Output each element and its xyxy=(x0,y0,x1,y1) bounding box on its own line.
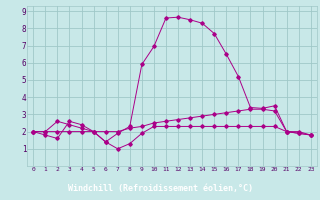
Text: Windchill (Refroidissement éolien,°C): Windchill (Refroidissement éolien,°C) xyxy=(68,184,252,193)
